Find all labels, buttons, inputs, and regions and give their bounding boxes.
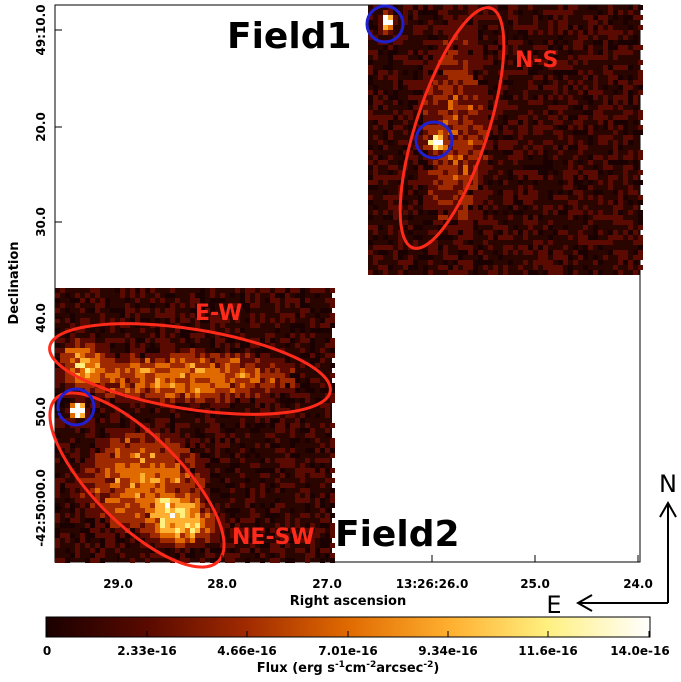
source-circle-field1-center — [414, 120, 454, 160]
x-tick-label: 25.0 — [520, 577, 550, 591]
compass-east-label: E — [546, 591, 561, 619]
colorbar-label-sup: -1 — [335, 660, 345, 670]
colorbar-label-part: Flux (erg s — [257, 661, 336, 676]
x-tick-label: 13:26:26.0 — [396, 577, 469, 591]
compass — [575, 500, 677, 612]
x-tick-label: 27.0 — [312, 577, 342, 591]
y-tick-label: 40.0 — [34, 303, 48, 333]
field2-image — [55, 288, 335, 563]
colorbar-tick-label: 11.6e-16 — [518, 644, 577, 658]
y-tick-label: 20.0 — [34, 112, 48, 142]
field1-label: Field1 — [227, 16, 352, 57]
x-tick-label: 28.0 — [207, 577, 237, 591]
colorbar-label-part: cm — [345, 661, 366, 676]
y-tick-label: 49:10.0 — [34, 4, 48, 55]
colorbar-ticks — [46, 631, 650, 637]
colorbar-label-part: ) — [433, 661, 439, 676]
colorbar-tick-label: 9.34e-16 — [418, 644, 477, 658]
colorbar-tick-label: 0 — [43, 644, 51, 658]
y-axis-label: Declination — [7, 241, 22, 324]
colorbar-label-sup: -2 — [423, 660, 433, 670]
colorbar-tick-label: 2.33e-16 — [117, 644, 176, 658]
source-circle-field1-top — [365, 4, 405, 44]
ew-region-label: E-W — [195, 301, 242, 326]
y-tick-label: 30.0 — [34, 207, 48, 237]
y-tick-label: 50.0 — [34, 397, 48, 427]
nesw-region-label: NE-SW — [232, 525, 315, 550]
ns-region-label: N-S — [515, 48, 558, 73]
y-tick-label-last: 42:50:00.0 — [34, 469, 48, 542]
x-axis — [117, 555, 639, 562]
colorbar-label: Flux (erg s-1cm-2arcsec-2) — [257, 660, 440, 676]
ew-region-ellipse — [48, 322, 332, 416]
compass-north-label: N — [659, 470, 677, 498]
field1-image — [368, 5, 643, 275]
x-tick-label: 29.0 — [103, 577, 133, 591]
colorbar-label-sup: -2 — [366, 660, 376, 670]
ns-region-ellipse — [398, 6, 506, 250]
colorbar-label-part: arcsec — [376, 661, 423, 676]
source-circle-field2 — [56, 387, 96, 427]
y-tick-label: -42:50:00.0 — [34, 469, 48, 547]
nesw-region-ellipse — [48, 391, 226, 569]
y-axis — [55, 29, 62, 509]
field2-label: Field2 — [335, 514, 460, 555]
x-axis-label: Right ascension — [290, 594, 406, 609]
y-tick-minus: - — [34, 542, 48, 547]
colorbar-tick-label: 14.0e-16 — [610, 644, 669, 658]
x-tick-label: 24.0 — [623, 577, 653, 591]
colorbar-tick-label: 4.66e-16 — [217, 644, 276, 658]
colorbar-tick-label: 7.01e-16 — [318, 644, 377, 658]
